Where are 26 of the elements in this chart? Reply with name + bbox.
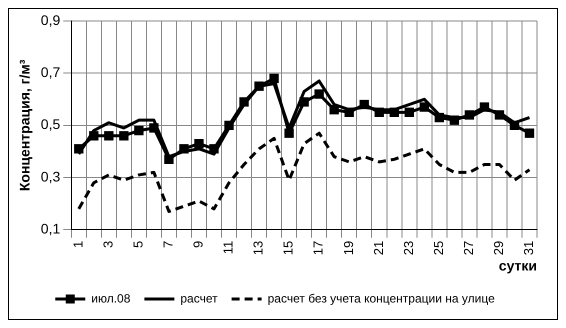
x-tick-label: 13: [250, 240, 266, 256]
x-tick-label: 15: [280, 240, 296, 256]
x-tick-label: 29: [491, 240, 506, 256]
legend-label: расчет без учета концентрации на улице: [268, 291, 496, 306]
y-tick-label: 0,5: [40, 116, 60, 132]
x-tick-label: 23: [400, 240, 416, 256]
y-tick-label: 0,9: [40, 12, 60, 28]
x-tick-label: 17: [310, 240, 326, 256]
legend-label: расчет: [180, 291, 218, 306]
x-tick-label: 25: [430, 240, 446, 256]
y-tick-label: 0,7: [40, 64, 60, 80]
y-tick-label: 0,3: [40, 168, 60, 184]
legend-label: июл.08: [91, 291, 131, 306]
x-tick-label: 9: [190, 240, 206, 248]
x-tick-label: 19: [340, 240, 356, 256]
x-tick-label: 21: [370, 240, 386, 256]
x-tick-label: 31: [521, 240, 536, 256]
x-tick-label: 3: [100, 240, 116, 248]
x-tick-label: 1: [70, 240, 86, 248]
x-axis-title: сутки: [498, 257, 537, 274]
x-tick-label: 5: [130, 240, 146, 248]
x-tick-label: 7: [160, 240, 176, 248]
y-axis-title: Концентрация, г/м³: [16, 59, 32, 192]
x-tick-label: 27: [460, 240, 476, 256]
x-tick-label: 11: [220, 240, 236, 254]
y-tick-label: 0,1: [40, 220, 60, 237]
